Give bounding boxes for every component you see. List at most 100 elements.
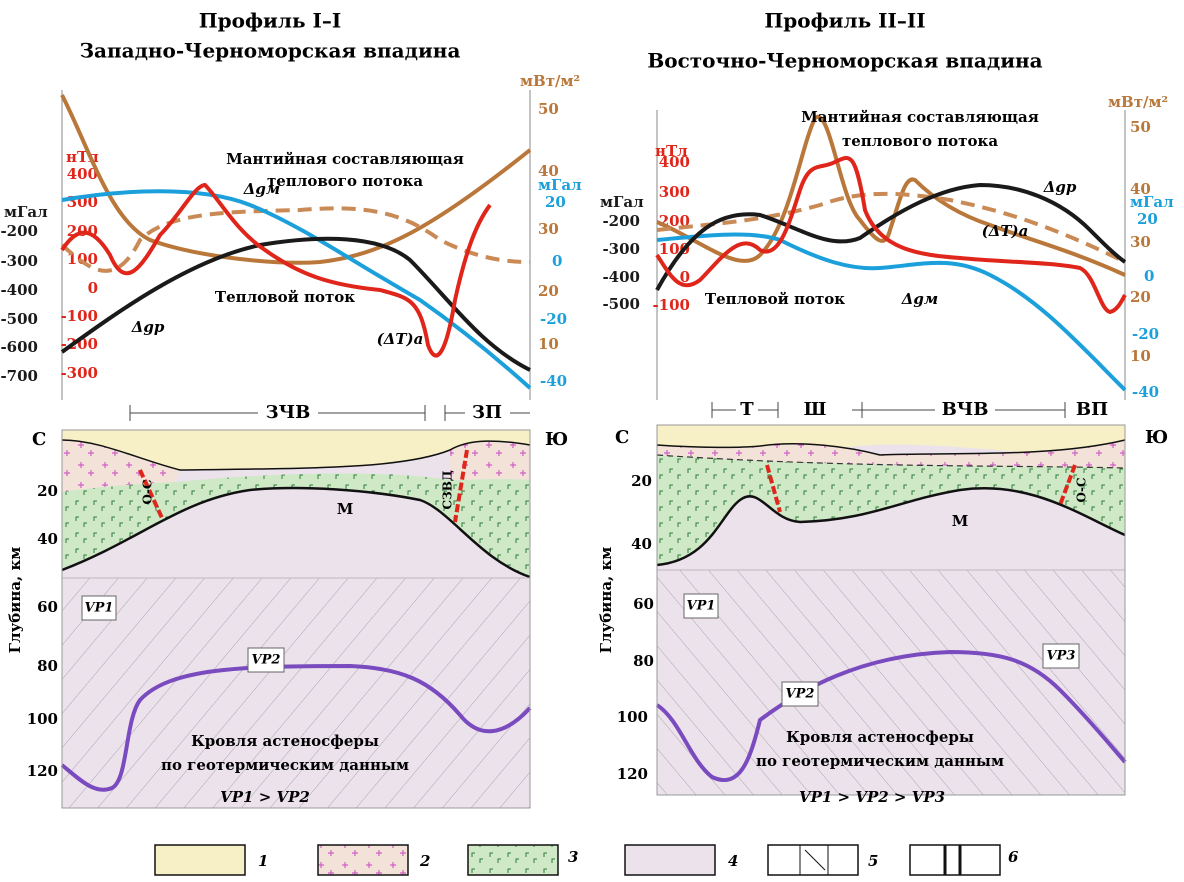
- annotation: Тепловой поток: [215, 288, 355, 306]
- end-label: С: [32, 429, 46, 450]
- tick: -200: [602, 212, 640, 230]
- curves: [657, 117, 1125, 390]
- tick: -300: [0, 252, 38, 270]
- panel-2: Профиль II–II Восточно-Черноморская впад…: [597, 9, 1174, 807]
- annotation: (ΔT)а: [377, 330, 424, 348]
- legend-label: 4: [728, 852, 738, 870]
- curves: [62, 95, 530, 388]
- tick: 0: [1144, 267, 1154, 285]
- tick: 60: [37, 598, 58, 616]
- annotation: теплового потока: [842, 132, 998, 150]
- tick: 40: [37, 530, 58, 548]
- tick: -400: [0, 281, 38, 299]
- depth-ticks: 20 40 60 80 100 120: [27, 482, 58, 780]
- zone-label: ЗП: [472, 402, 502, 423]
- tick: 50: [538, 100, 559, 118]
- asthenosphere-label: по геотермическим данным: [161, 756, 409, 774]
- velocity-label: VP1: [687, 599, 716, 614]
- tick: -300: [602, 240, 640, 258]
- left-ticks: -200 -300 -400 -500 -600 -700: [0, 222, 38, 385]
- annotation: теплового потока: [267, 172, 423, 190]
- zone-label: ВЧВ: [942, 399, 989, 420]
- unit: мВт/м²: [520, 72, 580, 90]
- annotations: Мантийная составляющая теплового потока …: [705, 108, 1077, 308]
- end-label: Ю: [1145, 427, 1168, 448]
- annotation: Тепловой поток: [705, 290, 845, 308]
- tick: 20: [1130, 288, 1151, 306]
- fault-label: О-С: [1075, 478, 1089, 503]
- legend-label: 6: [1008, 848, 1019, 866]
- end-label: С: [615, 427, 629, 448]
- panel-1: Профиль I–I Западно-Черноморская впадина…: [0, 9, 582, 809]
- tick: 10: [1130, 347, 1151, 365]
- title: Профиль I–I: [199, 9, 341, 33]
- velocity-label: VP1: [85, 601, 114, 616]
- tick: -20: [540, 310, 567, 328]
- tick: -700: [0, 367, 38, 385]
- moho-label: М: [952, 512, 969, 530]
- zone-label: Ш: [804, 399, 827, 420]
- tick: -600: [0, 338, 38, 356]
- legend-swatch: [768, 845, 858, 875]
- annotation: Δgр: [1043, 178, 1077, 196]
- tick: -300: [60, 364, 98, 382]
- tick: 20: [37, 482, 58, 500]
- tick: 20: [538, 282, 559, 300]
- tick: -400: [602, 268, 640, 286]
- tick: -200: [0, 222, 38, 240]
- tick: 80: [633, 652, 654, 670]
- tick: -500: [602, 295, 640, 313]
- tick: 0: [552, 252, 562, 270]
- unit: мГал: [538, 176, 582, 194]
- unit: мГал: [1130, 193, 1174, 211]
- dgp-curve: [657, 185, 1125, 290]
- annotation: Δgм: [243, 180, 280, 198]
- tick: 10: [538, 335, 559, 353]
- velocity-label: VP2: [786, 687, 815, 702]
- legend-swatch: [468, 845, 558, 875]
- unit: мВт/м²: [1108, 93, 1168, 111]
- legend-swatch: [318, 845, 408, 875]
- zone-label: Т: [740, 399, 754, 420]
- legend-label: 2: [419, 852, 430, 870]
- end-label: Ю: [545, 429, 568, 450]
- tick: 30: [538, 220, 559, 238]
- legend-label: 1: [258, 852, 268, 870]
- tick: 30: [1130, 233, 1151, 251]
- tick: -40: [540, 372, 567, 390]
- asthenosphere-label: Кровля астеносферы: [786, 728, 974, 746]
- tick: 0: [88, 279, 98, 297]
- fault-label: О-С: [141, 480, 155, 505]
- unit: мГал: [600, 193, 644, 211]
- tick: -40: [1132, 383, 1159, 401]
- relation: VP1 > VP2 > VP3: [799, 788, 945, 806]
- depth-axis-label: Глубина, км: [6, 547, 24, 654]
- velocity-label: VP3: [1047, 649, 1076, 664]
- annotation: Мантийная составляющая: [226, 150, 464, 168]
- tick: 300: [659, 183, 690, 201]
- legend-swatch: [910, 845, 1000, 875]
- tick: -100: [652, 296, 690, 314]
- fault-label: СЗВД: [441, 470, 455, 509]
- legend-label: 3: [568, 848, 578, 866]
- tick: 60: [633, 595, 654, 613]
- depth-axis-label: Глубина, км: [597, 547, 615, 654]
- tick: 20: [631, 472, 652, 490]
- annotation: Мантийная составляющая: [801, 108, 1039, 126]
- subtitle: Западно-Черноморская впадина: [80, 39, 461, 63]
- legend-label: 5: [868, 852, 878, 870]
- tick: 400: [659, 153, 690, 171]
- figure: Профиль I–I Западно-Черноморская впадина…: [0, 0, 1184, 882]
- tick: 120: [617, 765, 648, 783]
- depth-ticks: 20 40 60 80 100 120: [617, 472, 654, 783]
- zone-label: ВП: [1076, 399, 1108, 420]
- legend-swatch: [625, 845, 715, 875]
- subtitle: Восточно-Черноморская впадина: [647, 49, 1042, 73]
- tick: -500: [0, 310, 38, 328]
- asthenosphere-label: Кровля астеносферы: [191, 732, 379, 750]
- tick: -100: [60, 307, 98, 325]
- zone-bar: [130, 405, 530, 421]
- annotation: Δgр: [131, 318, 165, 336]
- title: Профиль II–II: [764, 9, 925, 33]
- tick: 120: [27, 762, 58, 780]
